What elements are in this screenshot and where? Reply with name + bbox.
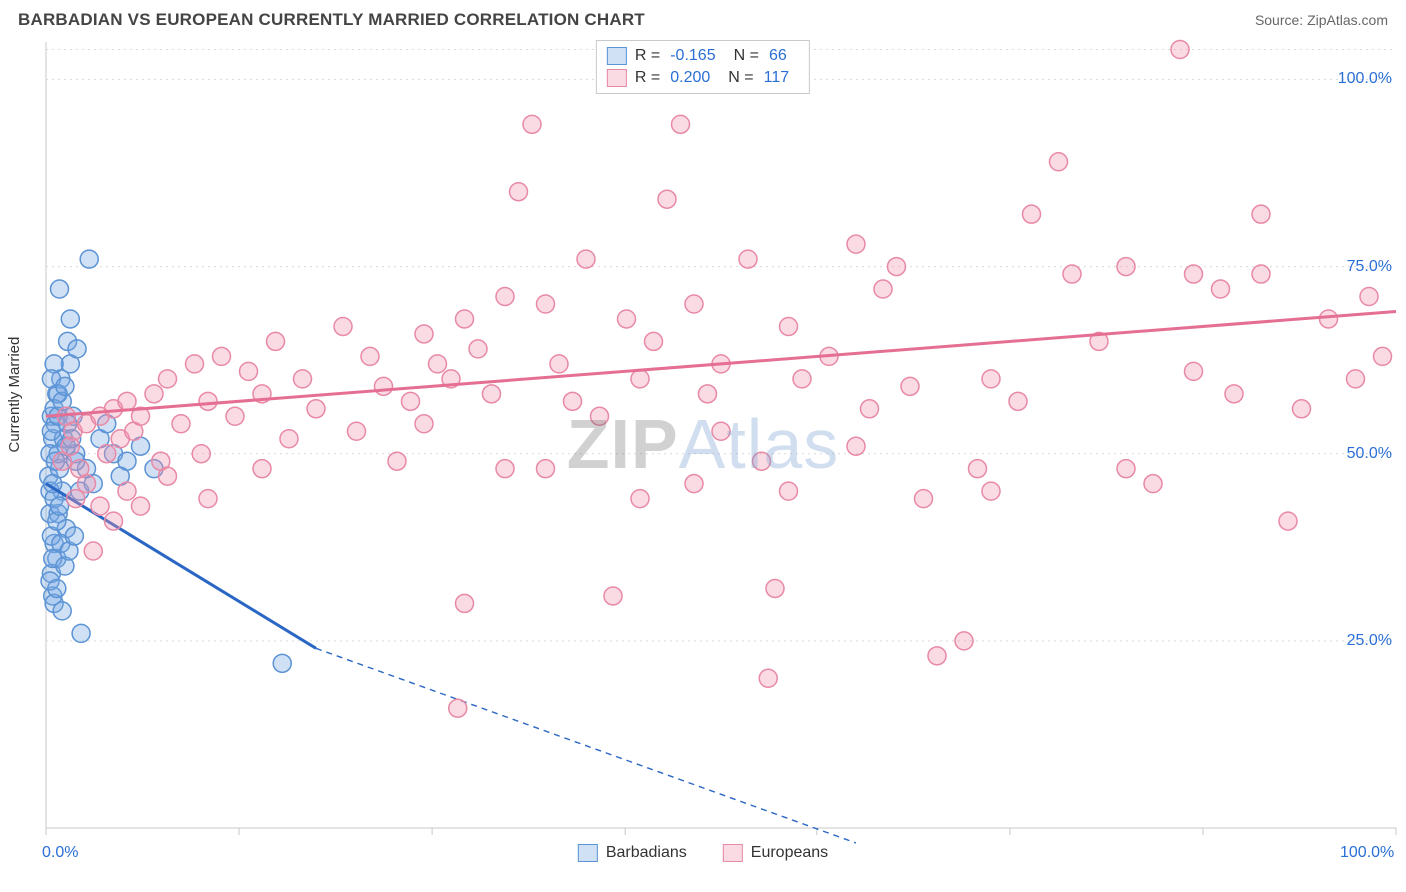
n-value: 117 [764,67,790,89]
scatter-chart [0,36,1406,886]
r-label: R = [635,45,660,67]
y-tick-label: 50.0% [1347,445,1392,463]
y-tick-label: 25.0% [1347,632,1392,650]
r-value: -0.165 [670,45,715,67]
chart-container: Currently Married ZIPAtlas R =-0.165N =6… [0,36,1406,886]
legend-label: Barbadians [606,844,687,862]
header-bar: BARBADIAN VS EUROPEAN CURRENTLY MARRIED … [0,0,1406,36]
legend-item: Europeans [723,844,828,862]
legend-swatch-icon [607,47,627,65]
chart-title: BARBADIAN VS EUROPEAN CURRENTLY MARRIED … [18,10,645,30]
y-tick-label: 75.0% [1347,258,1392,276]
legend-label: Europeans [751,844,828,862]
legend-item: Barbadians [578,844,687,862]
n-label: N = [734,45,759,67]
x-axis-max-label: 100.0% [1340,844,1394,862]
source-label: Source: ZipAtlas.com [1255,12,1388,28]
series-legend: Barbadians Europeans [578,844,828,862]
correlation-legend: R =-0.165N =66R =0.200N =117 [596,40,810,94]
y-axis-label: Currently Married [6,337,23,453]
n-label: N = [728,67,753,89]
legend-swatch-icon [578,844,598,862]
x-axis-min-label: 0.0% [42,844,78,862]
r-value: 0.200 [670,67,710,89]
legend-swatch-icon [723,844,743,862]
y-tick-label: 100.0% [1338,70,1392,88]
legend-swatch-icon [607,69,627,87]
correlation-row: R = 0.200 N = 117 [607,67,799,89]
r-label: R = [635,67,660,89]
n-value: 66 [769,45,787,67]
correlation-row: R = -0.165 N = 66 [607,45,799,67]
